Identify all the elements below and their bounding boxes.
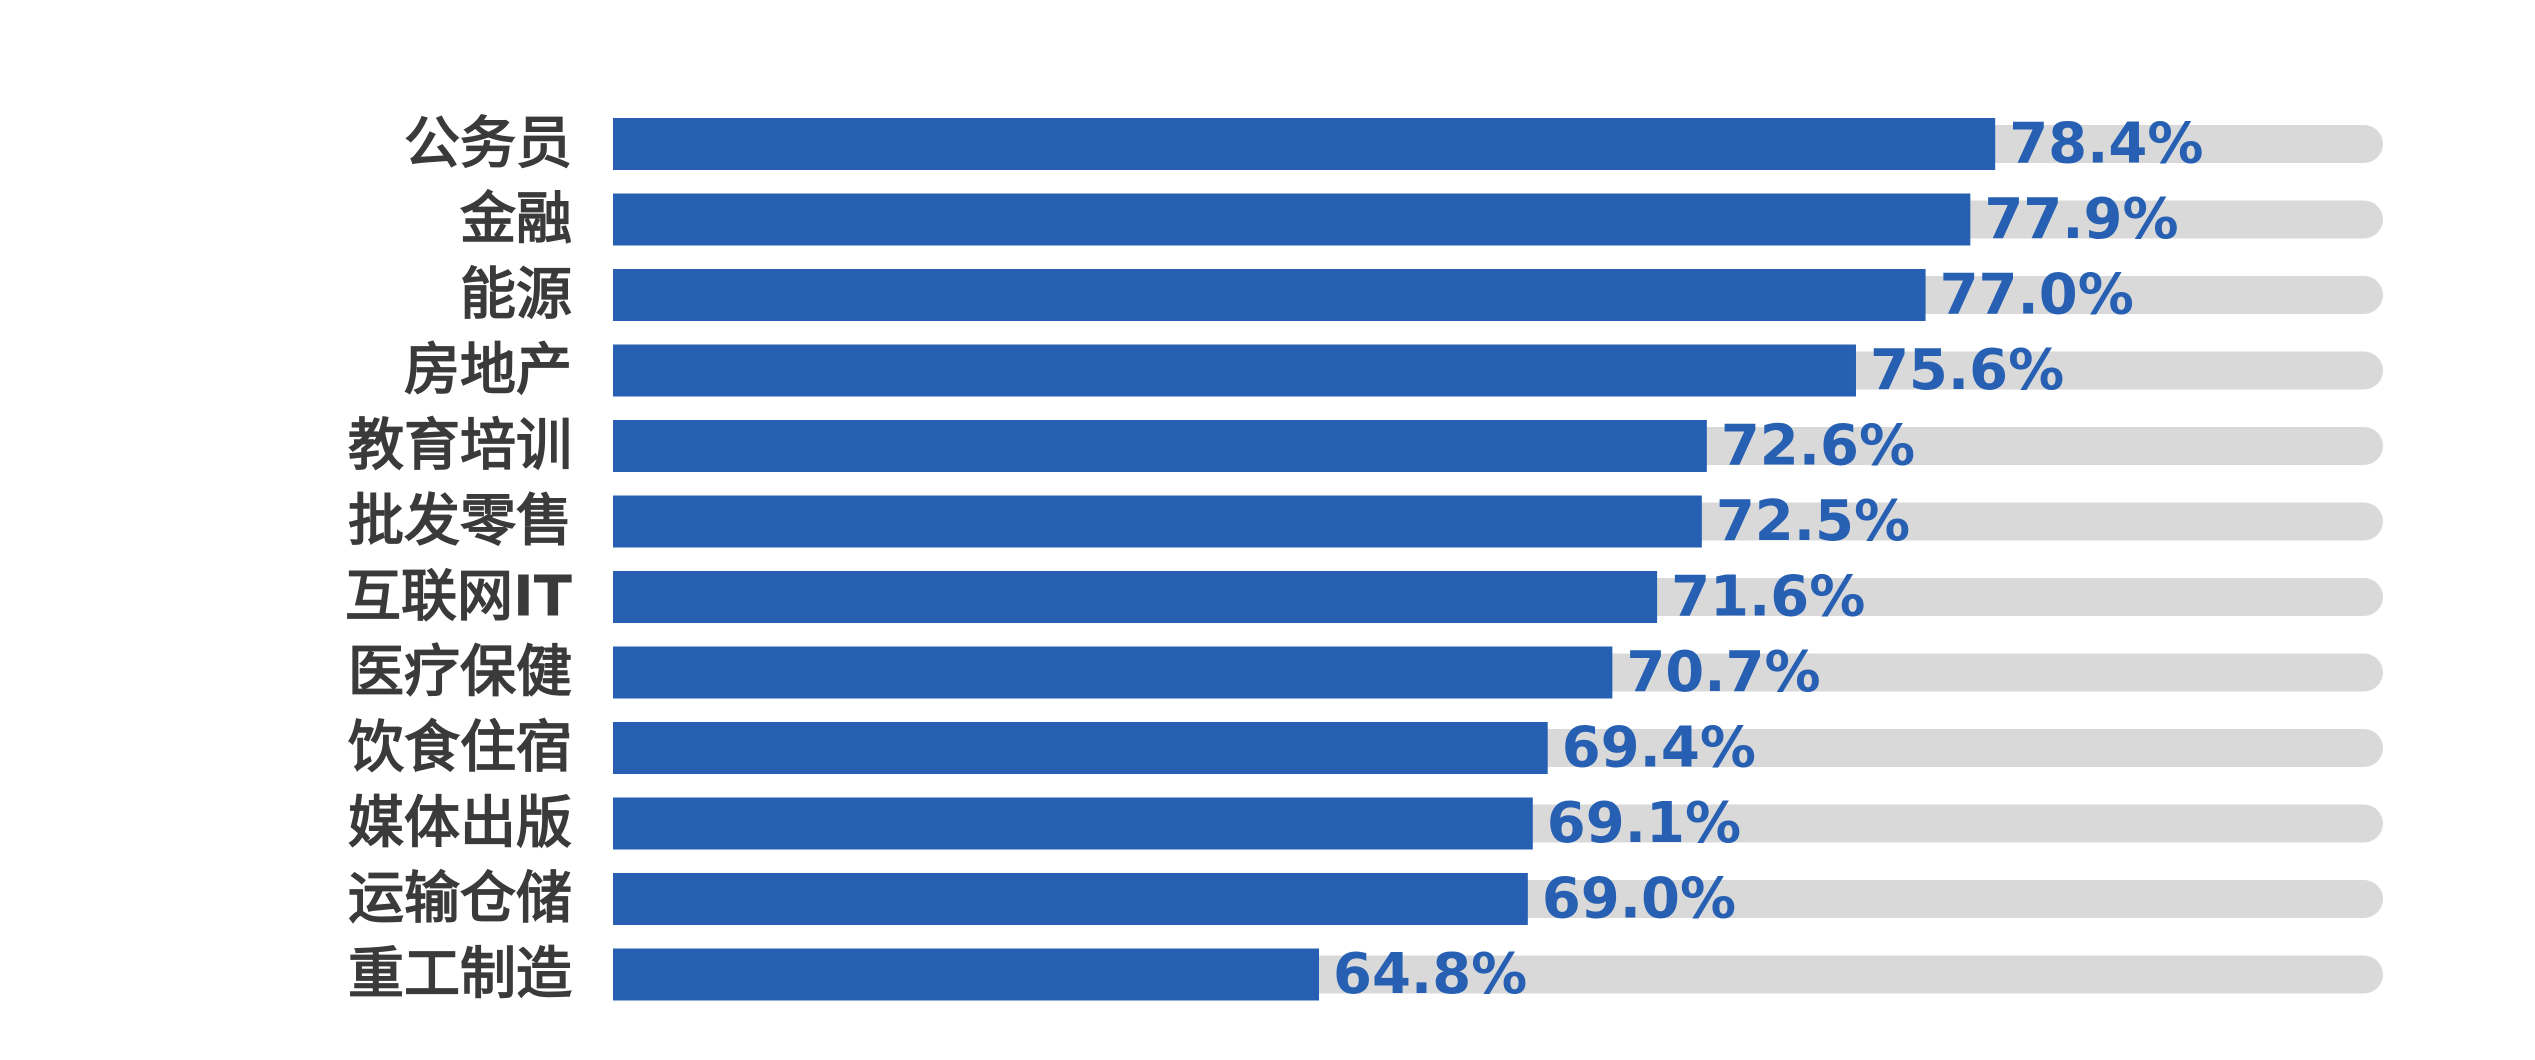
value-label: 77.0% (1940, 263, 2134, 328)
category-label: 运输仓储 (348, 867, 572, 932)
value-label: 69.0% (1542, 867, 1736, 932)
value-label-group: 78.4% 77.9% 77.0% 75.6% 72.6% 72.5% 71.6% 70.7%… (1333, 112, 2203, 1008)
category-label: 批发零售 (348, 489, 572, 554)
bar (613, 646, 1613, 699)
bar-group (613, 118, 1996, 1001)
category-label: 媒体出版 (348, 791, 572, 856)
value-label: 72.6% (1721, 414, 1915, 479)
category-label: 互联网IT (345, 565, 572, 630)
value-label: 72.5% (1716, 489, 1910, 554)
category-label: 饮食住宿 (348, 716, 572, 781)
category-label: 能源 (460, 263, 572, 328)
bar (613, 118, 1996, 170)
value-label: 70.7% (1626, 640, 1820, 705)
bar (613, 948, 1320, 1001)
bar (613, 722, 1548, 774)
bar (613, 495, 1702, 548)
bar (613, 269, 1926, 321)
category-label: 公务员 (404, 112, 572, 177)
bar (613, 193, 1971, 246)
bar (613, 420, 1707, 472)
value-label: 64.8% (1333, 942, 1527, 1007)
value-label: 77.9% (1984, 187, 2178, 252)
track-group (613, 125, 2383, 994)
value-label: 71.6% (1671, 565, 1865, 630)
bar (613, 344, 1856, 397)
bar (613, 571, 1658, 623)
value-label: 75.6% (1870, 338, 2064, 403)
category-label: 房地产 (404, 338, 572, 403)
category-label: 医疗保健 (348, 640, 572, 705)
value-label: 69.4% (1562, 716, 1756, 781)
category-label: 教育培训 (348, 414, 572, 479)
value-label: 78.4% (2009, 112, 2203, 177)
category-label: 金融 (459, 187, 572, 252)
bar (613, 873, 1528, 925)
value-label: 69.1% (1547, 791, 1741, 856)
category-label: 重工制造 (348, 942, 572, 1007)
bar (613, 797, 1533, 850)
